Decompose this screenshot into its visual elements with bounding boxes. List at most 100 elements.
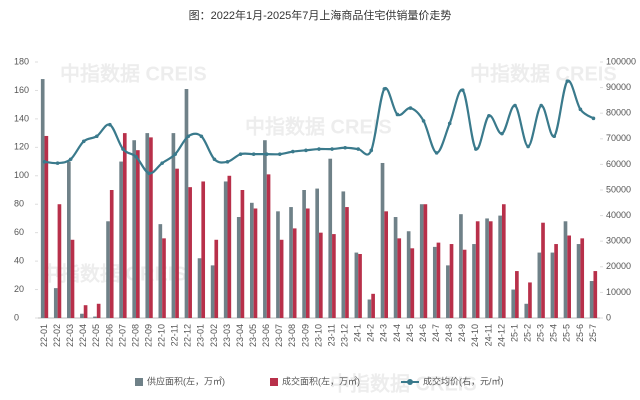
x-tick-label: 22-09 [143, 324, 153, 347]
line-marker [55, 161, 60, 165]
y2-tick-label: 90000 [606, 82, 631, 92]
x-tick-label: 25-7 [588, 324, 598, 342]
x-tick-label: 23-10 [313, 324, 323, 347]
line-marker [474, 147, 478, 151]
line-marker [487, 113, 491, 118]
bar [145, 133, 150, 318]
x-tick-label: 24-8 [444, 324, 454, 342]
bar [171, 133, 176, 318]
x-tick-label: 23-09 [300, 324, 310, 347]
x-tick-label: 25-1 [509, 324, 519, 342]
line-marker [251, 152, 256, 156]
bar [423, 204, 428, 318]
line-marker [447, 121, 452, 126]
line-marker [539, 103, 543, 108]
bar [184, 89, 189, 319]
x-tick-label: 23-03 [222, 324, 232, 347]
line-marker [382, 87, 387, 91]
x-tick-label: 23-04 [235, 324, 245, 347]
bar [436, 242, 441, 318]
bar [132, 140, 137, 318]
line-marker [121, 147, 125, 151]
legend-swatch [270, 378, 278, 386]
line-marker [225, 160, 230, 164]
bar [550, 252, 555, 318]
bar [528, 282, 532, 318]
bar [537, 252, 542, 318]
y2-tick-label: 30000 [606, 236, 631, 246]
x-tick-label: 24-3 [379, 324, 389, 342]
bar [292, 228, 297, 318]
bar [485, 218, 489, 318]
y-tick-label: 40 [14, 255, 24, 265]
bar [354, 252, 359, 318]
bar [319, 232, 323, 318]
line-marker [264, 152, 269, 156]
bar [341, 191, 346, 318]
line-marker [526, 144, 530, 149]
bar [515, 271, 519, 318]
bar [380, 162, 385, 318]
bar [263, 140, 267, 318]
x-tick-label: 24-11 [483, 324, 493, 346]
watermark: 中指数据 CREIS [470, 61, 617, 85]
x-tick-label: 23-05 [248, 324, 258, 347]
bar [472, 244, 476, 318]
x-tick-label: 23-06 [261, 324, 271, 347]
y-tick-label: 160 [14, 85, 29, 95]
x-tick-label: 24-4 [392, 324, 402, 342]
line-marker [134, 154, 138, 159]
x-tick-label: 22-07 [117, 324, 127, 347]
bar [236, 217, 241, 318]
line-marker [173, 152, 178, 156]
y2-tick-label: 50000 [606, 184, 631, 194]
bar [576, 244, 581, 318]
line-marker [95, 134, 99, 139]
legend-swatch [407, 379, 413, 385]
line-marker [369, 148, 374, 153]
chart-title: 图：2022年1月-2025年7月上海商品住宅供销量价走势 [189, 8, 452, 22]
y2-tick-label: 60000 [606, 159, 631, 169]
bar [345, 207, 349, 318]
line-marker [330, 147, 334, 151]
bar [276, 211, 280, 318]
y-tick-label: 80 [14, 199, 24, 209]
y-tick-label: 20 [14, 284, 24, 294]
x-tick-label: 22-08 [130, 324, 140, 347]
bar [367, 299, 372, 318]
bar [201, 181, 206, 318]
y2-tick-label: 20000 [606, 261, 631, 271]
line-marker [591, 116, 596, 121]
bar [397, 238, 402, 318]
y-tick-label: 120 [14, 142, 29, 152]
x-tick-label: 22-06 [104, 324, 114, 347]
bar [371, 293, 375, 318]
bar [488, 221, 493, 318]
x-tick-label: 23-12 [340, 324, 350, 347]
bar [210, 265, 215, 318]
bar [227, 175, 232, 318]
bar [305, 208, 310, 318]
x-tick-label: 22-12 [183, 324, 193, 347]
bar [302, 190, 306, 318]
bar [44, 135, 49, 318]
bar [393, 217, 398, 318]
line-marker [68, 157, 73, 162]
bar [511, 289, 516, 318]
bar [315, 188, 319, 318]
bar [106, 221, 110, 318]
bar [332, 234, 336, 318]
bar [240, 190, 245, 318]
bar [149, 137, 153, 318]
line-marker [317, 147, 321, 151]
line-marker [238, 152, 243, 156]
bar [475, 221, 480, 318]
bar [136, 150, 140, 318]
bar [432, 246, 437, 318]
bar [554, 244, 558, 318]
line-marker [277, 152, 282, 156]
bar [541, 222, 545, 318]
line-marker [408, 106, 413, 110]
watermark: 中指数据 CREIS [60, 61, 207, 85]
